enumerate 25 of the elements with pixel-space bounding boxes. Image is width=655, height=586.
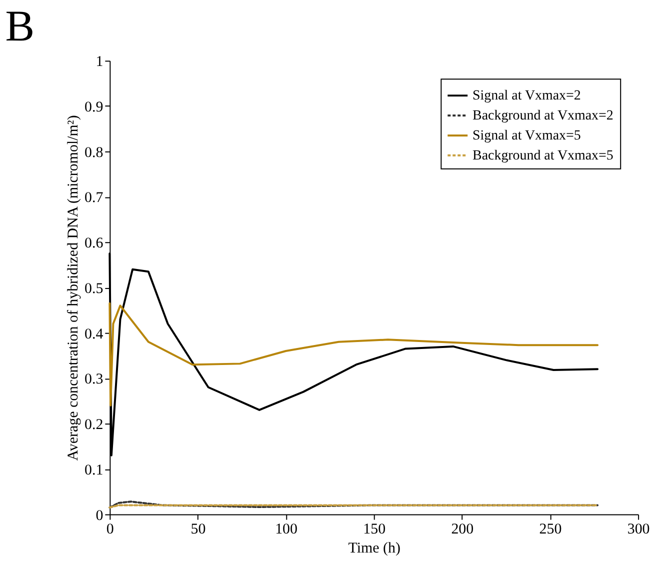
legend-label: Background at Vxmax=2 [472, 108, 614, 124]
x-tick-label: 50 [190, 522, 206, 538]
y-tick-label: 0.6 [84, 236, 104, 252]
x-tick-label: 150 [363, 522, 386, 538]
legend-label: Signal at Vxmax=5 [472, 128, 581, 144]
y-tick-label: 0.3 [84, 372, 104, 388]
y-tick-label: 0 [96, 508, 104, 524]
x-axis-title: Time (h) [348, 540, 400, 557]
y-axis-title: Average concentration of hybridized DNA (micromol/m²) [66, 115, 82, 461]
x-tick-label: 200 [451, 522, 474, 538]
x-tick-label: 100 [275, 522, 298, 538]
x-tick-label: 300 [627, 522, 650, 538]
y-tick-label: 0.8 [84, 144, 104, 161]
y-tick-label: 0.1 [84, 462, 104, 478]
y-tick-label: 0.2 [84, 417, 104, 434]
x-tick-label: 0 [106, 522, 114, 538]
y-tick-label: 0.9 [84, 100, 104, 116]
legend-label: Signal at Vxmax=2 [472, 88, 581, 104]
y-tick-label: 0.5 [84, 280, 104, 297]
y-tick-label: 1 [96, 54, 104, 70]
y-tick-label: 0.7 [84, 190, 104, 206]
x-tick-label: 250 [539, 522, 562, 538]
legend-label: Background at Vxmax=5 [472, 148, 614, 164]
chart-title: B [5, 2, 34, 51]
y-tick-label: 0.4 [84, 326, 104, 342]
